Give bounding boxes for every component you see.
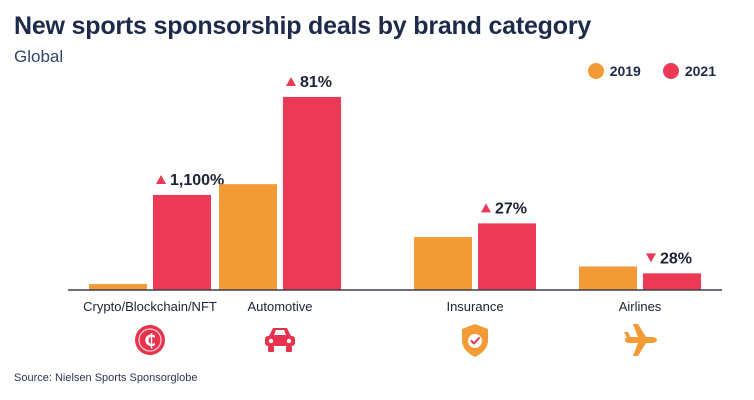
change-label: 27% [495, 200, 527, 217]
crypto-coin-icon: ₵ [135, 325, 165, 355]
legend: 2019 2021 [587, 63, 716, 79]
bar-2021-airlines [643, 273, 701, 290]
legend-label-2021: 2021 [684, 63, 716, 79]
legend-swatch-2019 [587, 63, 604, 79]
bar-2019-airlines [579, 266, 637, 290]
legend-item-2019: 2019 [587, 63, 641, 79]
chart-subtitle: Global [14, 47, 64, 66]
category-label: Crypto/Blockchain/NFT [83, 299, 217, 314]
category-label: Airlines [619, 299, 662, 314]
bar-2019-automotive [219, 184, 277, 290]
car-icon [265, 328, 295, 352]
bar-2021-insurance [478, 223, 536, 290]
category-label: Insurance [446, 299, 503, 314]
change-label: 1,100% [170, 172, 224, 189]
change-label: 81% [300, 74, 332, 91]
category-label: Automotive [247, 299, 312, 314]
source-note: Source: Nielsen Sports Sponsorglobe [14, 372, 198, 384]
bar-2021-automotive [283, 96, 341, 290]
svg-text:₵: ₵ [144, 331, 156, 351]
bar-2019-insurance [414, 237, 472, 290]
legend-label-2019: 2019 [609, 63, 641, 79]
change-label: 28% [660, 250, 692, 267]
chart-title: New sports sponsorship deals by brand ca… [14, 12, 592, 40]
bar-2021-crypto-blockchain-nft [153, 194, 211, 290]
change-up-arrow-icon [156, 174, 166, 184]
legend-item-2021: 2021 [662, 63, 716, 79]
change-up-arrow-icon [286, 76, 296, 86]
bar-2019-crypto-blockchain-nft [89, 284, 147, 290]
change-down-arrow-icon [646, 253, 656, 263]
change-up-arrow-icon [481, 203, 491, 213]
legend-swatch-2021 [662, 63, 679, 79]
airplane-icon [624, 324, 657, 356]
shield-check-icon [462, 324, 488, 357]
